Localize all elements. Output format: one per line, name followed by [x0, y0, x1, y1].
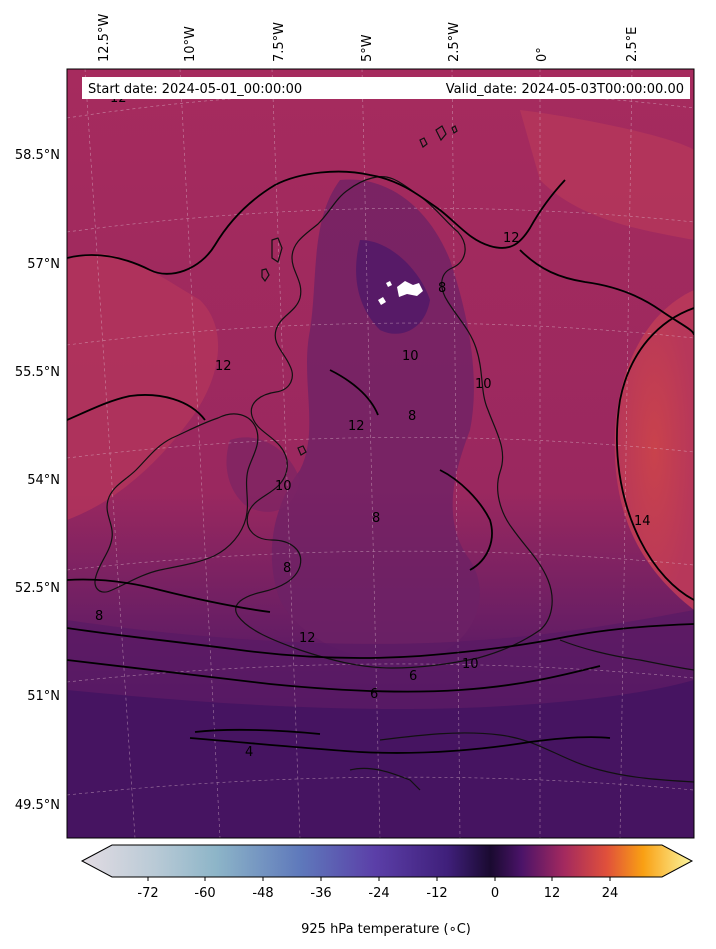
contour-label: 8 — [95, 609, 103, 624]
temperature-field: 12 12 12 12 10 10 10 8 8 8 8 8 6 6 4 14 … — [67, 69, 694, 838]
lat-label: 49.5°N — [15, 798, 60, 813]
header-box — [82, 77, 690, 99]
colorbar-tick-label: -48 — [252, 886, 273, 901]
coastlines — [94, 125, 694, 791]
contour-label: 12 — [215, 359, 232, 374]
contour-label: 12 — [503, 231, 520, 246]
contour-label: 8 — [283, 561, 291, 576]
map-frame — [66, 68, 695, 839]
colorbar-tick-label: 12 — [544, 886, 561, 901]
contour-label: 12 — [348, 419, 365, 434]
lon-label: 7.5°W — [272, 22, 287, 62]
lon-label: 2.5°W — [447, 22, 462, 62]
contour-label: 8 — [438, 281, 446, 296]
colorbar-tick-label: -24 — [368, 886, 389, 901]
lat-label: 55.5°N — [15, 365, 60, 380]
contour-label: 14 — [634, 514, 651, 529]
colorbar-tick-label: -72 — [137, 886, 158, 901]
colorbar-ticks — [147, 877, 611, 881]
lat-label: 52.5°N — [15, 581, 60, 596]
colorbar-tick-label: -60 — [194, 886, 215, 901]
valid-date-label: Valid_date: 2024-05-03T00:00:00.00 — [446, 82, 684, 97]
colorbar: -72 -60 -48 -36 -24 -12 0 12 24 925 hPa … — [80, 844, 694, 937]
colorbar-tick-label: -36 — [310, 886, 331, 901]
lon-label: 5°W — [360, 34, 375, 62]
colorbar-bar — [80, 844, 694, 878]
lat-label: 51°N — [27, 689, 60, 704]
lat-label: 57°N — [27, 257, 60, 272]
contour-label: 6 — [370, 687, 378, 702]
colorbar-title: 925 hPa temperature (∘C) — [301, 922, 471, 937]
latitude-labels: 58.5°N 57°N 55.5°N 54°N 52.5°N 51°N 49.5… — [15, 148, 60, 813]
colorbar-tick-label: 0 — [491, 886, 499, 901]
contour-label: 6 — [409, 669, 417, 684]
isotherms — [67, 170, 694, 754]
contour-label: 10 — [475, 377, 492, 392]
lon-label: 2.5°E — [625, 27, 640, 62]
contour-label: 8 — [408, 409, 416, 424]
start-date-label: Start date: 2024-05-01_00:00:00 — [88, 82, 302, 97]
lat-label: 58.5°N — [15, 148, 60, 163]
contour-label: 10 — [402, 349, 419, 364]
lon-label: 10°W — [183, 26, 198, 62]
colorbar-tick-label: -12 — [426, 886, 447, 901]
longitude-labels: 12.5°W 10°W 7.5°W 5°W 2.5°W 0° 2.5°E — [97, 14, 640, 62]
lat-label: 54°N — [27, 473, 60, 488]
lon-label: 12.5°W — [97, 14, 112, 62]
contour-labels: 12 12 12 12 10 10 10 8 8 8 8 8 6 6 4 14 … — [95, 91, 651, 760]
lon-label: 0° — [535, 47, 550, 62]
colorbar-tick-label: 24 — [602, 886, 619, 901]
contour-label: 8 — [372, 511, 380, 526]
contour-label: 10 — [462, 657, 479, 672]
contour-label: 4 — [245, 745, 253, 760]
contour-label: 12 — [299, 631, 316, 646]
contour-label: 10 — [275, 479, 292, 494]
